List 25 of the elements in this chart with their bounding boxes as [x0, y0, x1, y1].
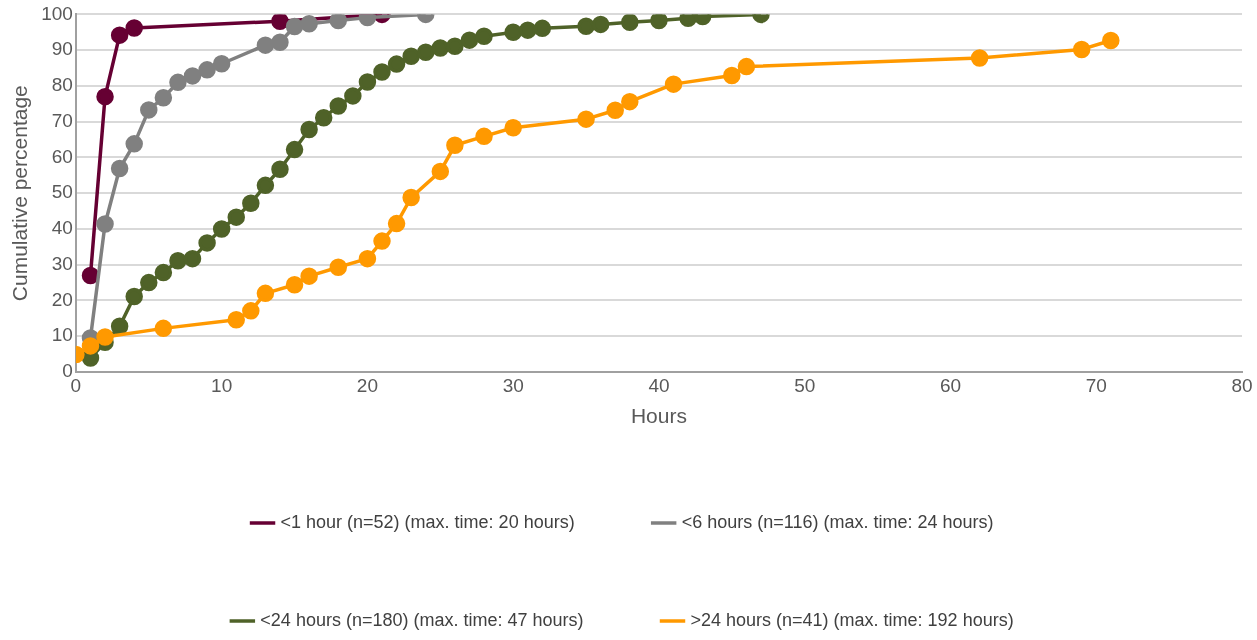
y-tick-label: 80 — [51, 74, 73, 96]
legend-label: <24 hours (n=180) (max. time: 47 hours) — [260, 609, 584, 630]
y-tick-label: 20 — [51, 288, 73, 310]
x-tick-label: 10 — [211, 374, 233, 396]
legend-label: <1 hour (n=52) (max. time: 20 hours) — [280, 511, 575, 532]
y-tick-label: 0 — [62, 360, 73, 382]
y-tick-label: 10 — [51, 324, 73, 346]
x-axis-title: Hours — [630, 404, 687, 428]
y-axis-title: Cumulative percentage — [8, 85, 32, 302]
x-tick-label: 70 — [1085, 374, 1107, 396]
x-tick-label: 80 — [1231, 374, 1253, 396]
y-tick-label: 50 — [51, 181, 73, 203]
x-tick-label: 30 — [502, 374, 524, 396]
x-tick-label: 60 — [939, 374, 962, 396]
x-tick-label: 50 — [794, 374, 816, 396]
x-tick-label: 20 — [356, 374, 378, 396]
legend-label: >24 hours (n=41) (max. time: 192 hours) — [690, 609, 1014, 630]
y-tick-label: 30 — [51, 252, 73, 274]
x-tick-label: 40 — [648, 374, 670, 396]
legend-label: <6 hours (n=116) (max. time: 24 hours) — [681, 511, 994, 532]
y-tick-label: 40 — [51, 217, 73, 239]
y-tick-label: 70 — [51, 109, 73, 131]
y-tick-label: 100 — [41, 2, 73, 24]
y-tick-label: 90 — [51, 38, 73, 60]
y-tick-label: 60 — [51, 145, 73, 167]
